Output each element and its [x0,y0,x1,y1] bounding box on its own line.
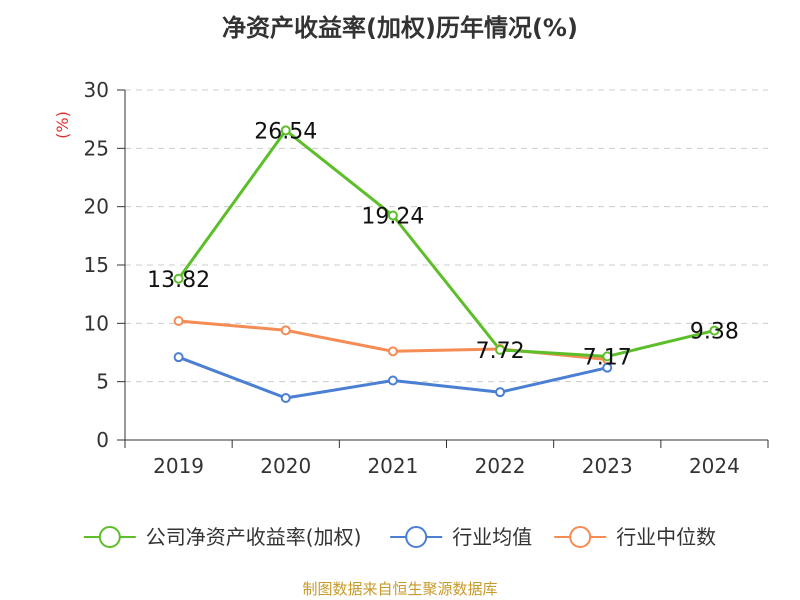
legend-item-2: 行业中位数 [554,525,716,549]
data-point-1-1 [280,393,291,403]
data-point-1-3 [495,387,506,398]
data-label-5: 9.38 [690,320,739,345]
data-label-2: 19.24 [361,205,424,230]
legend-circle-icon-2 [569,526,592,548]
data-point-1-0 [173,352,184,363]
data-label-4: 7.17 [583,345,632,370]
y-tick-label-15: 15 [84,253,109,277]
source-note: 制图数据来自恒生聚源数据库 [302,580,498,598]
data-point-0-5 [709,325,720,336]
data-point-0-2 [387,210,398,221]
series-lines [177,128,716,400]
data-point-2-0 [173,316,184,326]
y-tick-label-10: 10 [84,311,109,335]
chart-title: 净资产收益率(加权)历年情况(%) [222,14,578,42]
legend-circle-icon-0 [98,526,121,548]
data-point-1-2 [387,375,398,386]
legend: 公司净资产收益率(加权) 行业均值 行业中位数 [83,525,716,549]
data-labels: 13.82 26.54 19.24 7.72 7.17 9.38 [147,119,739,370]
legend-circle-icon-1 [405,526,428,548]
data-point-2-1 [280,325,291,336]
data-point-2-2 [387,346,398,357]
y-axis-title: (%) [53,111,72,139]
series-line-0 [177,128,716,358]
legend-label-2: 行业中位数 [616,525,716,549]
y-tick-label-0: 0 [96,428,109,452]
x-tick-label-2019: 2019 [153,454,204,478]
data-point-0-3 [495,344,506,355]
x-tick-label-2021: 2021 [367,454,418,478]
data-label-3: 7.72 [476,339,525,364]
y-tick-label-25: 25 [84,136,109,160]
y-tick-label-30: 30 [84,78,109,102]
legend-label-1: 行业均值 [452,525,532,549]
x-tick-label-2023: 2023 [582,454,633,478]
legend-item-0: 公司净资产收益率(加权) [83,525,362,549]
y-tick-label-20: 20 [84,195,109,219]
x-tick-label-2022: 2022 [475,454,526,478]
x-tick-label-2020: 2020 [260,454,311,478]
legend-item-1: 行业均值 [390,525,532,549]
data-point-0-0 [173,273,184,284]
data-point-0-1 [280,125,291,136]
data-point-0-4 [602,351,613,362]
legend-label-0: 公司净资产收益率(加权) [146,525,362,549]
y-tick-label-5: 5 [96,370,109,394]
data-label-0: 13.82 [147,268,210,293]
data-points [173,125,720,403]
grid-lines [125,89,768,383]
axes: 0 5 10 15 20 25 30 (%) 2019 2020 2021 2022 2023 2024 [53,78,769,478]
x-tick-label-2024: 2024 [689,454,740,478]
data-point-1-4 [602,362,613,373]
data-label-1: 26.54 [254,119,317,144]
